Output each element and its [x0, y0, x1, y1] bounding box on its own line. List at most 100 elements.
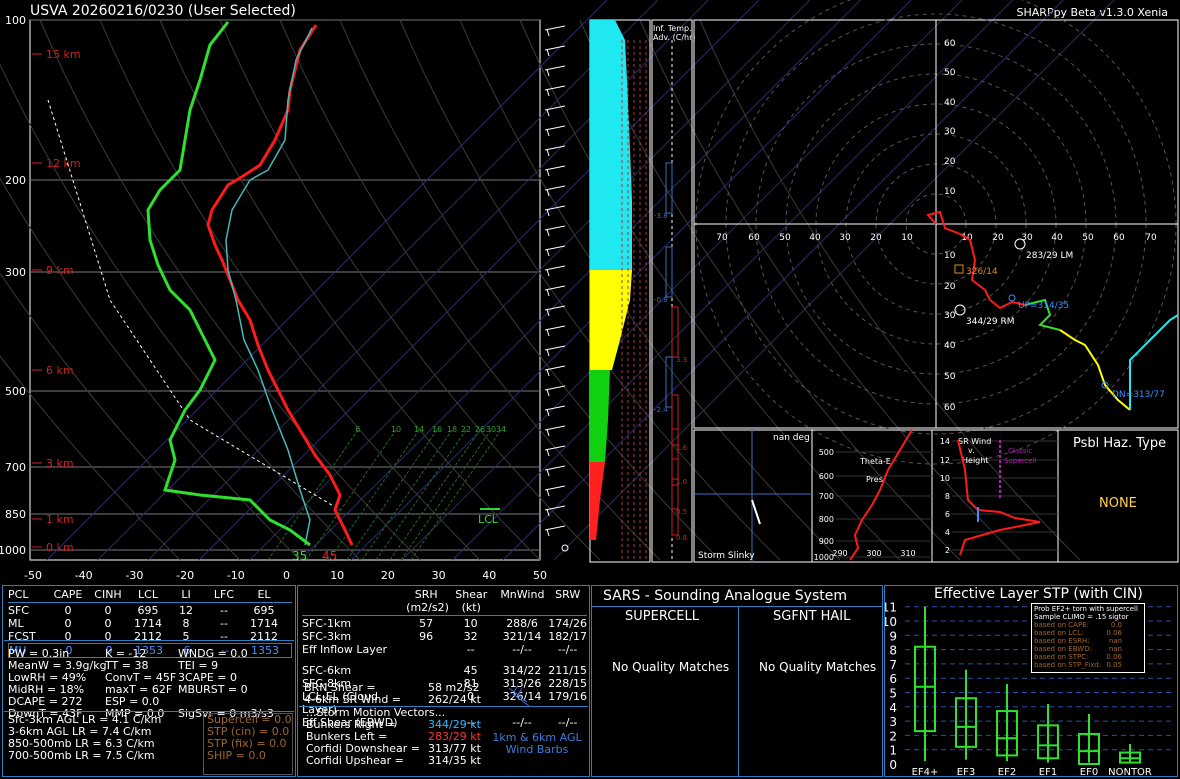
sounding-title: USVA 20260216/0230 (User Selected) — [30, 3, 296, 19]
downshear-marker — [1101, 381, 1109, 389]
sars-panel — [591, 585, 883, 777]
mixing-label: 14 — [414, 425, 424, 434]
barbs-caption: 1km & 6km AGL Wind Barbs — [491, 732, 583, 756]
table-cell: SRW — [555, 588, 581, 601]
index-esp: ESP = 0.0 — [105, 695, 160, 708]
divider — [8, 602, 292, 603]
hodo-ring-label: 60 — [748, 233, 760, 243]
advection-value: -0.8 — [654, 296, 668, 304]
table-cell: 0 — [64, 604, 72, 617]
mixing-label: 30 — [486, 425, 496, 434]
advection-value: 3.3 — [676, 356, 687, 364]
isotherm — [300, 0, 861, 561]
parcel-table: PCL CAPE CINH LCL LI LFC EL SFC 0 0 695 12 -- 695 ML 0 0… — [8, 588, 292, 658]
advection-bar — [671, 458, 679, 510]
hodo-ring-label: 20 — [992, 233, 1004, 243]
wind-barb-flag — [546, 28, 550, 37]
divider — [299, 706, 588, 707]
divider — [302, 615, 587, 616]
dry-adiabat — [639, 19, 1021, 561]
storm-motion-title: ...Storm Motion Vectors... — [306, 706, 446, 719]
hazard-value: NONE — [1099, 496, 1137, 511]
mixing-label: 34 — [496, 425, 506, 434]
table-cell: 228/15 — [548, 677, 587, 690]
table-cell: 313/26 — [502, 677, 542, 690]
lm-label: 283/29 LM — [1026, 251, 1073, 261]
dry-adiabat — [99, 19, 481, 561]
index-downt: DownT = 43F — [8, 707, 83, 720]
hodo-ring-label: 40 — [944, 98, 956, 108]
stp-legend-row: based on STP_Fixd: 0.05 — [1034, 661, 1142, 669]
brn-shear-value: 58 m2/s2 — [428, 681, 480, 694]
table-cell: SFC-8km — [302, 677, 352, 690]
wind-barb-flag — [546, 408, 550, 417]
table-cell: MnWind — [500, 588, 545, 601]
table-cell: 8 — [182, 617, 190, 630]
slinky-direction: nan deg — [773, 433, 810, 443]
srwind-height-label: 8 — [945, 492, 950, 501]
divider — [4, 640, 294, 641]
table-row: ML 0 0 1714 8 -- 1714 — [8, 617, 292, 630]
wind-barb — [544, 505, 566, 511]
index-dcape: DCAPE = 272 — [8, 695, 83, 708]
wind-barb — [544, 185, 566, 191]
temp-label: -40 — [75, 569, 93, 582]
wind-barb-flag — [546, 268, 550, 277]
index-tt: TT = 38 — [105, 659, 149, 672]
wind-barb — [544, 125, 566, 131]
stp-legend-value: 0.05 — [1106, 661, 1122, 669]
stp-ytick: 7 — [889, 658, 897, 672]
height-label: 6 km — [46, 364, 74, 377]
stp-box — [1037, 724, 1059, 760]
temp-label: -30 — [125, 569, 143, 582]
hodo-ring-label: 30 — [839, 233, 851, 243]
upshear-marker — [1008, 294, 1016, 302]
hodo-ring-label: 60 — [944, 39, 956, 49]
stp-legend-row: based on STPC: 0.06 — [1034, 653, 1142, 661]
table-cell: PCL — [8, 588, 29, 601]
advection-value: -2.4 — [654, 406, 668, 414]
stp-ytick: 11 — [885, 601, 897, 615]
table-cell: 32 — [463, 630, 478, 643]
corfidi-down-label: Corfidi Downshear = — [306, 742, 421, 755]
height-label: 12 km — [46, 157, 81, 170]
sars-title: SARS - Sounding Analogue System — [603, 588, 847, 604]
wind-barb-flag — [546, 428, 550, 437]
table-cell: SRH (m2/s2) — [406, 588, 449, 614]
srwind-title: SR Wind — [958, 437, 991, 446]
stp-legend: Prob EF2+ torn with supercell Sample CLI… — [1031, 603, 1145, 673]
stp-category: EF4+ — [912, 767, 939, 778]
stp-panel — [884, 585, 1178, 777]
table-cell: 0 — [104, 617, 112, 630]
table-cell: --/-- — [557, 716, 578, 729]
stp-legend-title1: Prob EF2+ torn with supercell — [1034, 605, 1138, 613]
index-lowrh: LowRH = 49% — [8, 671, 87, 684]
calm-circle — [561, 544, 569, 552]
table-cell: 0 — [64, 617, 72, 630]
srwind-height-label: 12 — [940, 456, 950, 465]
srwind-height-label: 10 — [940, 474, 950, 483]
hodo-ring-label: 30 — [944, 311, 956, 321]
table-cell: 0 — [104, 630, 112, 643]
pressure-label: 300 — [5, 266, 26, 279]
advection-bar — [671, 428, 679, 480]
index-meanw: MeanW = 3.9g/kg — [8, 659, 107, 672]
sfc-dewpoint-label: 35 — [292, 549, 307, 563]
advection-value: 1.0 — [676, 478, 687, 486]
srwind-supercell: Supercell — [1004, 457, 1036, 465]
advection-value: -3.8 — [654, 212, 668, 220]
pressure-label: 700 — [5, 461, 26, 474]
divider — [4, 711, 294, 712]
comp-supercell: Supercell = 0.0 — [207, 713, 292, 726]
mean-wind-marker — [954, 264, 964, 274]
wind-barb-flag — [546, 328, 550, 337]
table-cell: --/-- — [557, 643, 578, 656]
advection-value: 1.6 — [676, 444, 688, 452]
temp-adv-label-1: Inf. Temp. — [653, 24, 692, 33]
wind-barb — [544, 245, 566, 251]
dry-adiabat — [399, 19, 781, 561]
table-cell: 10 — [463, 617, 478, 630]
advection-bar — [665, 246, 673, 298]
bunkers-left-label: Bunkers Left = — [306, 730, 388, 743]
wind-barb-flag — [546, 68, 550, 77]
